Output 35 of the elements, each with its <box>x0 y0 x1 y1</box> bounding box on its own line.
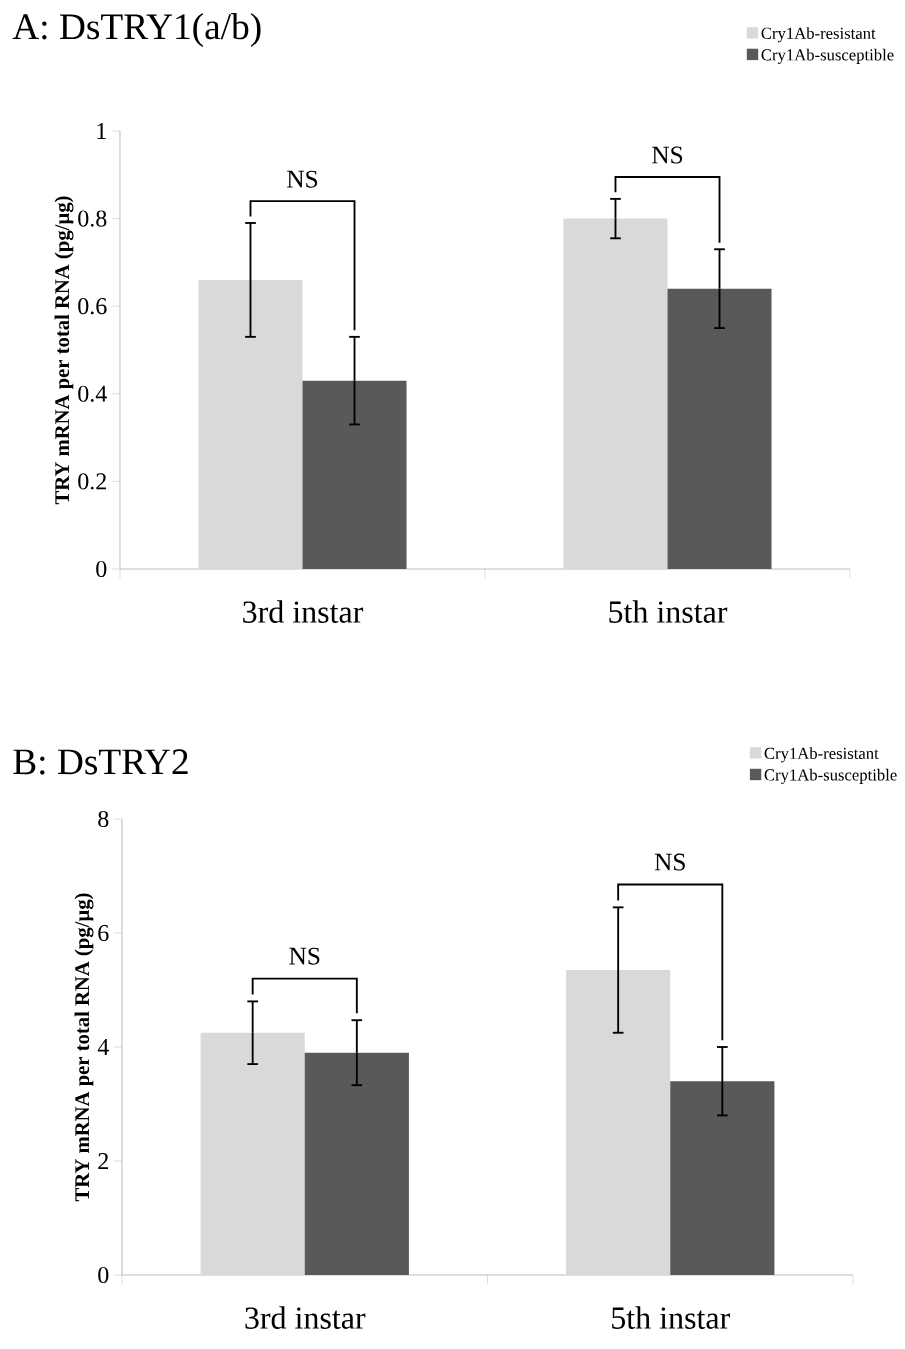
bar <box>198 279 303 569</box>
y-tick-label: 6 <box>98 924 109 942</box>
annotation: NS <box>289 947 320 965</box>
x-tick-label: 3rd instar <box>245 1306 366 1329</box>
bar <box>563 218 668 569</box>
bar <box>304 1052 409 1275</box>
chart-title: B: DsTRY2 <box>13 749 188 775</box>
x-tick-label: 5th instar <box>612 1306 730 1329</box>
y-tick-label: 0 <box>98 1266 109 1284</box>
y-axis-title: TRY mRNA per total RNA (pg/µg) <box>74 893 94 1202</box>
annotation: NS <box>287 170 318 188</box>
y-tick-label: 0.4 <box>78 385 107 402</box>
legend-label: Cry1Ab-resistant <box>761 27 876 43</box>
legend-label: Cry1Ab-susceptible <box>761 48 894 64</box>
bar <box>566 970 671 1275</box>
bar <box>200 1032 305 1275</box>
bar <box>667 288 772 569</box>
y-tick-label: 2 <box>98 1153 108 1169</box>
y-tick-label: 0.6 <box>78 298 107 315</box>
y-tick-label: 8 <box>98 810 109 828</box>
legend-label: Cry1Ab-resistant <box>764 747 879 763</box>
y-tick-label: 4 <box>97 1039 109 1055</box>
annotation: NS <box>652 146 683 164</box>
y-axis-title: TRY mRNA per total RNA (pg/µg) <box>54 196 74 505</box>
y-tick-label: 0 <box>96 560 107 578</box>
chart-title: A: DsTRY1(a/b) <box>12 13 261 47</box>
y-tick-label: 1 <box>97 123 106 139</box>
y-tick-label: 0.2 <box>78 473 106 490</box>
annotation: NS <box>654 853 685 871</box>
bar <box>302 380 407 569</box>
bar <box>670 1081 775 1275</box>
x-tick-label: 3rd instar <box>243 600 364 623</box>
legend-label: Cry1Ab-susceptible <box>764 768 897 784</box>
y-tick-label: 0.8 <box>78 210 107 227</box>
x-tick-label: 5th instar <box>609 600 728 623</box>
